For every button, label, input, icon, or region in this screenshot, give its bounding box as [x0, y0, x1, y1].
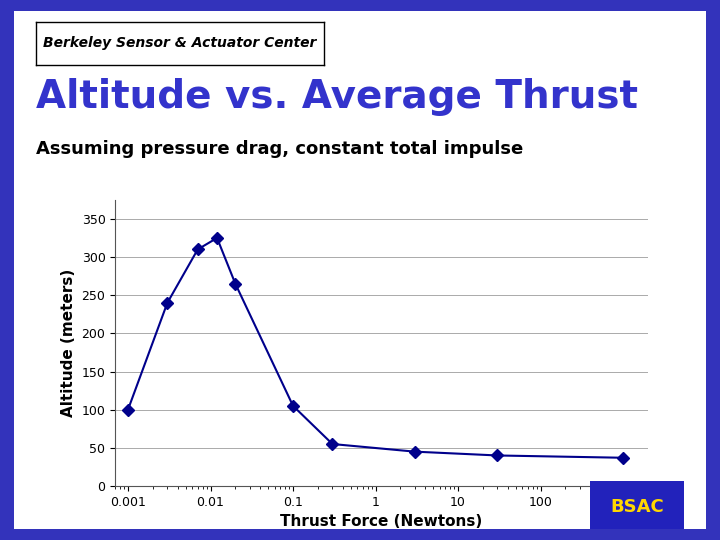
Text: BSAC: BSAC	[611, 498, 664, 516]
Text: Assuming pressure drag, constant total impulse: Assuming pressure drag, constant total i…	[36, 140, 523, 158]
Text: Altitude vs. Average Thrust: Altitude vs. Average Thrust	[36, 78, 638, 116]
X-axis label: Thrust Force (Newtons): Thrust Force (Newtons)	[281, 514, 482, 529]
Y-axis label: Altitude (meters): Altitude (meters)	[61, 269, 76, 417]
Text: Berkeley Sensor & Actuator Center: Berkeley Sensor & Actuator Center	[43, 36, 317, 50]
